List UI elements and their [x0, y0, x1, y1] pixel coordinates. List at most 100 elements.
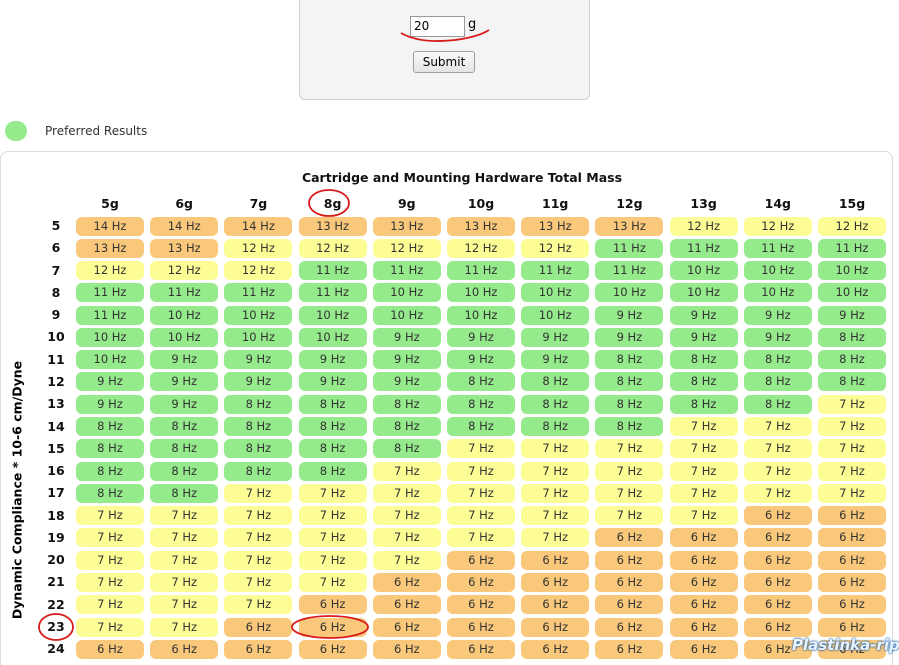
result-cell: 7 Hz	[521, 528, 590, 548]
result-cell: 8 Hz	[76, 417, 144, 437]
result-cell: 7 Hz	[595, 483, 664, 503]
row-header: 22	[47, 596, 65, 612]
result-cell: 7 Hz	[818, 439, 886, 459]
result-cell: 8 Hz	[743, 394, 812, 414]
result-cell: 9 Hz	[743, 327, 812, 347]
result-cell: 7 Hz	[150, 506, 219, 526]
result-cell: 8 Hz	[298, 417, 367, 437]
result-cell: 6 Hz	[669, 617, 738, 637]
result-cell: 13 Hz	[521, 216, 590, 236]
result-cell: 8 Hz	[669, 394, 738, 414]
result-cell: 7 Hz	[521, 461, 590, 481]
mass-input[interactable]: 20	[410, 16, 465, 37]
result-cell: 13 Hz	[150, 238, 219, 258]
result-cell: 7 Hz	[298, 483, 367, 503]
result-cell: 6 Hz	[447, 550, 515, 570]
result-cell: 8 Hz	[224, 417, 293, 437]
result-cell: 6 Hz	[669, 528, 738, 548]
result-cell: 7 Hz	[224, 528, 293, 548]
result-cell: 10 Hz	[521, 283, 590, 303]
result-cell: 9 Hz	[669, 327, 738, 347]
result-cell: 8 Hz	[76, 483, 144, 503]
row-header: 6	[51, 240, 61, 256]
result-cell: 9 Hz	[521, 327, 590, 347]
row-header: 12	[47, 373, 65, 389]
result-cell: 6 Hz	[595, 595, 664, 615]
result-cell: 12 Hz	[224, 238, 293, 258]
result-cell: 8 Hz	[669, 350, 738, 370]
result-cell: 10 Hz	[150, 327, 219, 347]
result-cell: 8 Hz	[818, 327, 886, 347]
result-cell: 6 Hz	[372, 639, 441, 659]
result-cell: 14 Hz	[224, 216, 293, 236]
result-cell: 9 Hz	[224, 372, 293, 392]
result-cell: 7 Hz	[76, 528, 144, 548]
result-cell: 7 Hz	[76, 572, 144, 592]
result-cell: 12 Hz	[521, 238, 590, 258]
result-cell: 7 Hz	[521, 483, 590, 503]
table-title: Cartridge and Mounting Hardware Total Ma…	[301, 170, 623, 185]
result-cell: 8 Hz	[298, 394, 367, 414]
result-cell: 7 Hz	[818, 483, 886, 503]
result-cell: 6 Hz	[372, 617, 441, 637]
result-cell: 9 Hz	[150, 372, 219, 392]
submit-button[interactable]: Submit	[413, 51, 475, 73]
watermark: Plastinka-rip	[792, 636, 899, 654]
row-header: 11	[47, 351, 65, 367]
result-cell: 7 Hz	[447, 483, 515, 503]
result-cell: 9 Hz	[150, 394, 219, 414]
result-cell: 7 Hz	[224, 550, 293, 570]
result-cell: 6 Hz	[669, 595, 738, 615]
result-cell: 9 Hz	[818, 305, 886, 325]
result-cell: 11 Hz	[224, 283, 293, 303]
result-cell: 7 Hz	[150, 572, 219, 592]
result-cell: 6 Hz	[298, 595, 367, 615]
result-cell: 6 Hz	[521, 639, 590, 659]
row-header: 18	[47, 507, 65, 523]
result-cell: 7 Hz	[447, 461, 515, 481]
result-cell: 11 Hz	[669, 238, 738, 258]
result-cell: 6 Hz	[521, 617, 590, 637]
result-cell: 11 Hz	[818, 238, 886, 258]
result-cell: 7 Hz	[818, 417, 886, 437]
result-cell: 6 Hz	[743, 528, 812, 548]
result-cell: 6 Hz	[743, 639, 812, 659]
row-header: 13	[47, 396, 65, 412]
result-cell: 10 Hz	[224, 327, 293, 347]
result-cell: 12 Hz	[372, 238, 441, 258]
result-cell: 7 Hz	[76, 595, 144, 615]
result-cell: 11 Hz	[372, 261, 441, 281]
result-cell: 7 Hz	[669, 417, 738, 437]
column-header: 7g	[249, 196, 268, 211]
result-cell: 6 Hz	[372, 595, 441, 615]
result-cell: 10 Hz	[224, 305, 293, 325]
result-cell: 10 Hz	[76, 327, 144, 347]
result-cell: 10 Hz	[150, 305, 219, 325]
result-cell: 7 Hz	[224, 572, 293, 592]
result-cell: 6 Hz	[372, 572, 441, 592]
result-cell: 8 Hz	[372, 417, 441, 437]
result-cell: 8 Hz	[595, 394, 664, 414]
result-cell: 6 Hz	[818, 617, 886, 637]
form-box	[299, 0, 590, 100]
result-cell: 8 Hz	[150, 483, 219, 503]
result-cell: 7 Hz	[224, 595, 293, 615]
result-cell: 9 Hz	[224, 350, 293, 370]
result-cell: 11 Hz	[447, 261, 515, 281]
row-header: 17	[47, 485, 65, 501]
result-cell: 7 Hz	[743, 461, 812, 481]
legend-label: Preferred Results	[45, 124, 148, 138]
result-cell: 7 Hz	[447, 528, 515, 548]
result-cell: 8 Hz	[150, 417, 219, 437]
result-cell: 7 Hz	[372, 550, 441, 570]
legend-swatch	[5, 121, 27, 141]
result-cell: 8 Hz	[224, 461, 293, 481]
row-header: 16	[47, 463, 65, 479]
result-cell: 9 Hz	[595, 305, 664, 325]
result-cell: 7 Hz	[447, 439, 515, 459]
result-cell: 7 Hz	[447, 506, 515, 526]
column-header: 6g	[175, 196, 194, 211]
result-cell: 7 Hz	[372, 528, 441, 548]
result-cell: 6 Hz	[447, 617, 515, 637]
result-cell: 11 Hz	[76, 305, 144, 325]
